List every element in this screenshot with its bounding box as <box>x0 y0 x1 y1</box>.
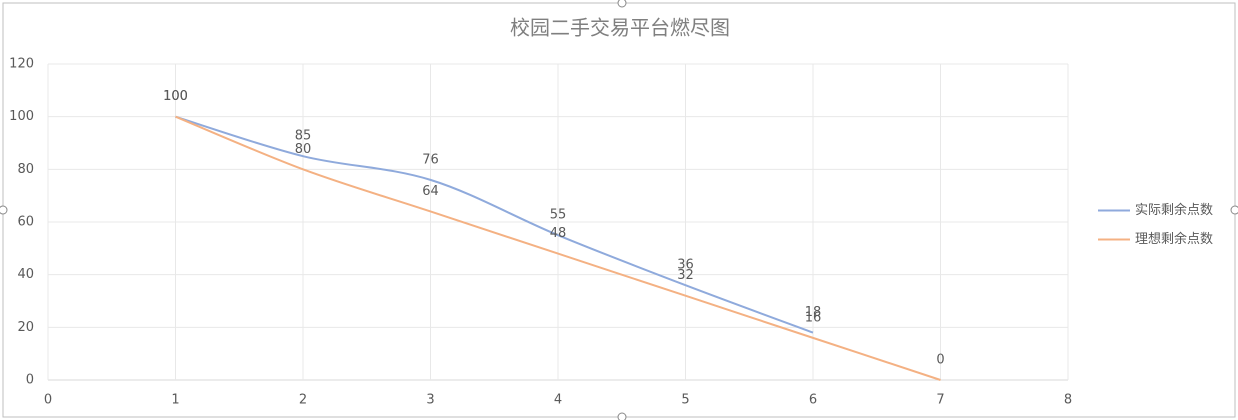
data-label: 100 <box>163 89 188 104</box>
series-line <box>175 115 814 334</box>
handle <box>617 412 627 420</box>
x-tick-label: 6 <box>809 393 817 408</box>
y-tick-label: 0 <box>26 373 34 388</box>
x-tick-label: 8 <box>1064 393 1072 408</box>
series-line <box>175 115 941 381</box>
data-label: 55 <box>550 208 567 223</box>
data-label: 76 <box>422 152 439 167</box>
x-tick-label: 0 <box>44 393 52 408</box>
data-label: 64 <box>422 184 439 199</box>
y-tick-label: 20 <box>17 320 34 335</box>
data-label: 0 <box>936 353 944 368</box>
x-tick-label: 3 <box>426 393 434 408</box>
data-label: 36 <box>677 258 694 273</box>
x-tick-label: 2 <box>299 393 307 408</box>
handle <box>617 0 627 8</box>
data-label: 18 <box>805 305 822 320</box>
y-tick-label: 100 <box>9 109 34 124</box>
y-tick-label: 40 <box>17 267 34 282</box>
data-label: 85 <box>295 129 312 144</box>
handle <box>0 205 8 215</box>
x-tick-label: 4 <box>554 393 562 408</box>
y-tick-label: 60 <box>17 215 34 230</box>
data-label: 100 <box>163 89 188 104</box>
y-tick-label: 120 <box>9 57 34 72</box>
x-tick-label: 5 <box>681 393 689 408</box>
x-tick-label: 7 <box>936 393 944 408</box>
data-label: 16 <box>805 310 822 325</box>
data-label: 80 <box>295 142 312 157</box>
x-tick-label: 1 <box>171 393 179 408</box>
y-tick-label: 80 <box>17 162 34 177</box>
data-label: 48 <box>550 226 567 241</box>
handle <box>1230 205 1238 215</box>
chart-title: 校园二手交易平台燃尽图 <box>510 16 730 40</box>
legend-label: 实际剩余点数 <box>1135 202 1213 218</box>
legend-label: 理想剩余点数 <box>1135 231 1213 247</box>
data-label: 32 <box>677 268 694 283</box>
